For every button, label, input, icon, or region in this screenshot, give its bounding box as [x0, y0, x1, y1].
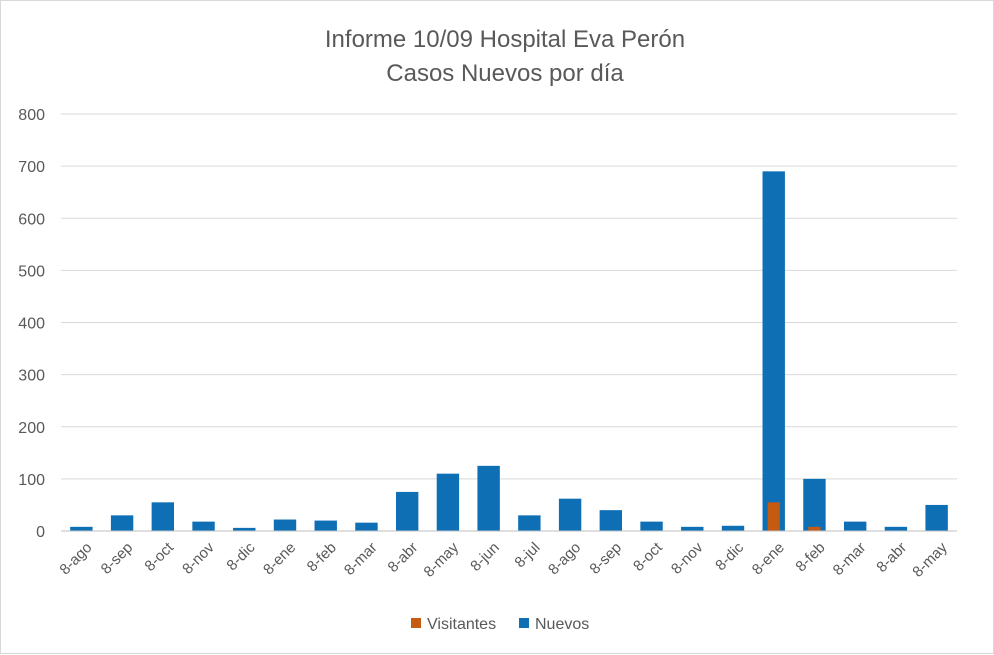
x-tick-label: 8-may: [421, 539, 463, 581]
legend-swatch-visitantes: [411, 618, 421, 628]
bar-nuevos-7: [355, 522, 378, 531]
x-tick-label: 8-ene: [260, 539, 299, 578]
x-tick-label: 8-dic: [712, 539, 747, 574]
legend: Visitantes Nuevos: [411, 616, 589, 633]
bar-nuevos-11: [518, 515, 541, 531]
x-tick-label: 8-mar: [830, 539, 870, 579]
bar-nuevos-8: [395, 491, 419, 531]
x-tick-label: 8-jul: [511, 539, 543, 571]
x-tick-label: 8-abr: [385, 539, 422, 576]
x-tick-label: 8-sep: [98, 539, 137, 578]
x-tick-label: 8-oct: [630, 539, 666, 575]
x-tick-label: 8-sep: [586, 539, 625, 578]
y-tick-label: 100: [18, 472, 45, 489]
legend-label-visitantes: Visitantes: [427, 616, 496, 633]
chart-title-line2: Casos Nuevos por día: [386, 60, 624, 87]
bar-nuevos-18: [803, 478, 826, 531]
y-axis-ticks: 0 100 200 300 400 500 600 700 800: [18, 107, 45, 541]
x-tick-label: 8-feb: [304, 539, 340, 575]
bar-nuevos-13: [599, 510, 623, 531]
bar-nuevos-6: [314, 520, 337, 531]
x-tick-label: 8-ene: [749, 539, 788, 578]
x-tick-label: 8-nov: [668, 539, 707, 578]
x-tick-label: 8-dic: [223, 539, 258, 574]
x-tick-label: 8-oct: [141, 539, 177, 575]
x-axis-ticks: 8-ago 8-sep 8-oct 8-nov 8-dic 8-ene 8-feb 8-mar…: [56, 539, 951, 581]
y-tick-label: 500: [18, 263, 45, 280]
legend-swatch-nuevos: [519, 618, 529, 628]
x-tick-label: 8-may: [909, 539, 951, 581]
x-tick-label: 8-feb: [792, 539, 828, 575]
bar-nuevos-4: [233, 527, 256, 531]
bars: [70, 171, 948, 531]
y-tick-label: 800: [18, 107, 45, 124]
gridlines: [61, 113, 957, 480]
bar-nuevos-3: [192, 521, 215, 531]
bar-nuevos-15: [681, 526, 704, 531]
y-tick-label: 300: [18, 368, 45, 385]
x-tick-label: 8-ago: [545, 539, 584, 578]
legend-label-nuevos: Nuevos: [535, 616, 589, 633]
bar-nuevos-12: [558, 498, 582, 531]
y-tick-label: 700: [18, 159, 45, 176]
bar-nuevos-19: [843, 521, 867, 531]
bar-nuevos-5: [273, 519, 297, 531]
x-tick-label: 8-jun: [467, 539, 503, 575]
bar-nuevos-16: [721, 525, 745, 531]
bar-nuevos-21: [925, 504, 948, 531]
y-tick-label: 0: [36, 524, 45, 541]
x-tick-label: 8-mar: [341, 539, 381, 579]
bar-visitantes-18: [808, 526, 821, 531]
y-tick-label: 600: [18, 211, 45, 228]
bar-nuevos-0: [70, 526, 93, 531]
x-tick-label: 8-ago: [56, 539, 95, 578]
bar-visitantes-17: [767, 502, 780, 531]
chart-title-line1: Informe 10/09 Hospital Eva Perón: [325, 26, 685, 53]
bar-nuevos-2: [151, 502, 175, 531]
bar-nuevos-14: [640, 521, 663, 531]
bar-nuevos-10: [477, 465, 500, 531]
y-tick-label: 400: [18, 316, 45, 333]
bar-nuevos-9: [436, 473, 460, 531]
x-tick-label: 8-abr: [873, 539, 910, 576]
x-tick-label: 8-nov: [179, 539, 218, 578]
bar-nuevos-20: [884, 526, 908, 531]
bar-nuevos-17: [762, 171, 785, 531]
y-tick-label: 200: [18, 420, 45, 437]
bar-nuevos-1: [110, 515, 134, 531]
